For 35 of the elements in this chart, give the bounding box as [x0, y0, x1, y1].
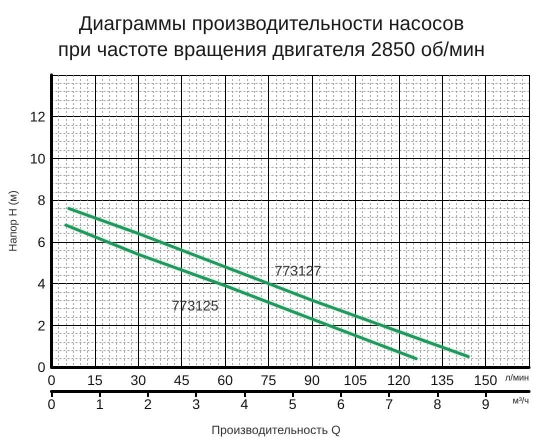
y-tick-label: 6: [38, 234, 46, 250]
x2-tick-label: 9: [482, 396, 490, 412]
text: Производительность Q: [212, 423, 341, 437]
x2-tick-label: 7: [385, 396, 394, 412]
x-tick-label: 135: [430, 372, 454, 388]
x2-tick-label: 2: [144, 396, 152, 412]
y-tick-label: 0: [38, 359, 46, 375]
x-axis-title: л/мин: [505, 372, 530, 382]
x2-tick-label: 5: [288, 396, 297, 412]
x2-tick-label: 8: [433, 396, 442, 412]
x-tick-label: 75: [260, 372, 277, 388]
x2-tick-label: 3: [192, 396, 200, 412]
y-tick-label: 12: [30, 108, 46, 125]
chart-title: Диаграммы производительности насосов при частоте вращения двигателя 2850 об/мин: [58, 13, 485, 61]
y-tick-label: 8: [38, 192, 46, 208]
x-tick-label: 120: [387, 372, 411, 388]
x2-tick-label: 4: [240, 396, 249, 412]
x-tick-label: 0: [48, 372, 56, 388]
x-tick-label: 15: [87, 372, 103, 388]
x-tick-label: 60: [217, 372, 234, 388]
line-series: [67, 206, 470, 358]
x-tick-label: 90: [304, 372, 320, 388]
y-tick-label: 10: [30, 150, 46, 166]
x-tick-label: 150: [474, 372, 498, 388]
y-tick-label: 2: [38, 317, 46, 334]
y-tick-label: 4: [38, 276, 46, 292]
x2-tick-label: 0: [48, 396, 56, 412]
x-tick-label: 30: [130, 372, 146, 388]
x2-tick-label: 6: [336, 396, 345, 412]
y-axis-title: Напор H (м): [8, 190, 20, 252]
x-tick-label: 105: [344, 372, 368, 388]
x2-axis-title: м³/ч: [512, 396, 530, 406]
x-tick-label: 45: [174, 372, 190, 388]
x2-tick-label: 1: [96, 396, 104, 412]
line-series: [64, 224, 418, 360]
